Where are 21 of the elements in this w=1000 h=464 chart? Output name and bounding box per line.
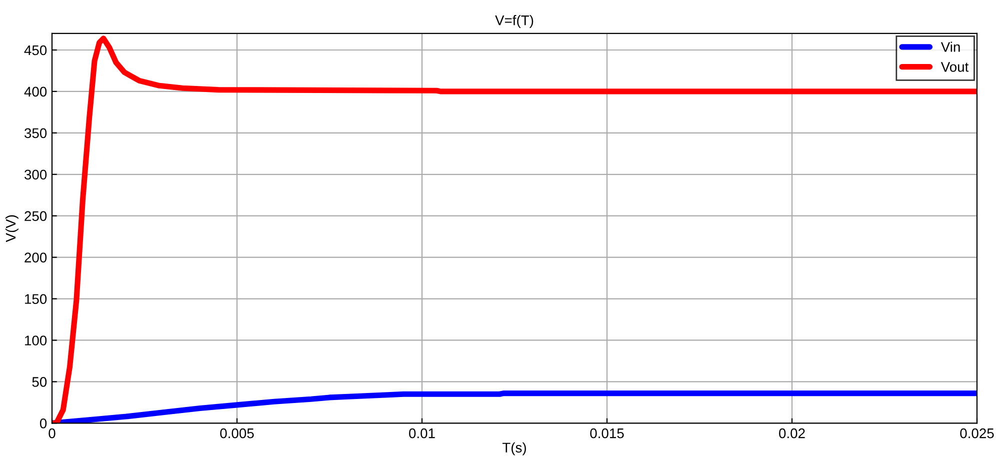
y-tick-label: 400 xyxy=(24,86,47,97)
legend-label: Vin xyxy=(940,42,960,52)
x-tick-label: 0.025 xyxy=(960,428,994,438)
y-tick-label: 250 xyxy=(24,211,47,222)
x-tick-label: 0.01 xyxy=(409,428,435,438)
y-axis-title: V(V) xyxy=(5,215,18,242)
y-tick-label: 300 xyxy=(24,170,47,180)
y-tick-label: 150 xyxy=(25,294,47,304)
y-tick-label: 450 xyxy=(24,45,47,56)
legend-label: Vout xyxy=(940,62,969,72)
x-tick-label: 0 xyxy=(48,428,56,438)
x-axis-title: T(s) xyxy=(502,442,526,456)
x-tick-label: 0.02 xyxy=(779,428,805,438)
y-tick-label: 0 xyxy=(40,418,47,428)
chart-title: V=f(T) xyxy=(495,15,534,28)
y-tick-label: 350 xyxy=(24,128,47,138)
y-tick-label: 50 xyxy=(32,377,47,387)
x-tick-label: 0.005 xyxy=(220,428,254,438)
x-tick-label: 0.015 xyxy=(590,428,624,438)
y-tick-label: 200 xyxy=(24,252,47,262)
y-tick-label: 100 xyxy=(25,336,47,346)
